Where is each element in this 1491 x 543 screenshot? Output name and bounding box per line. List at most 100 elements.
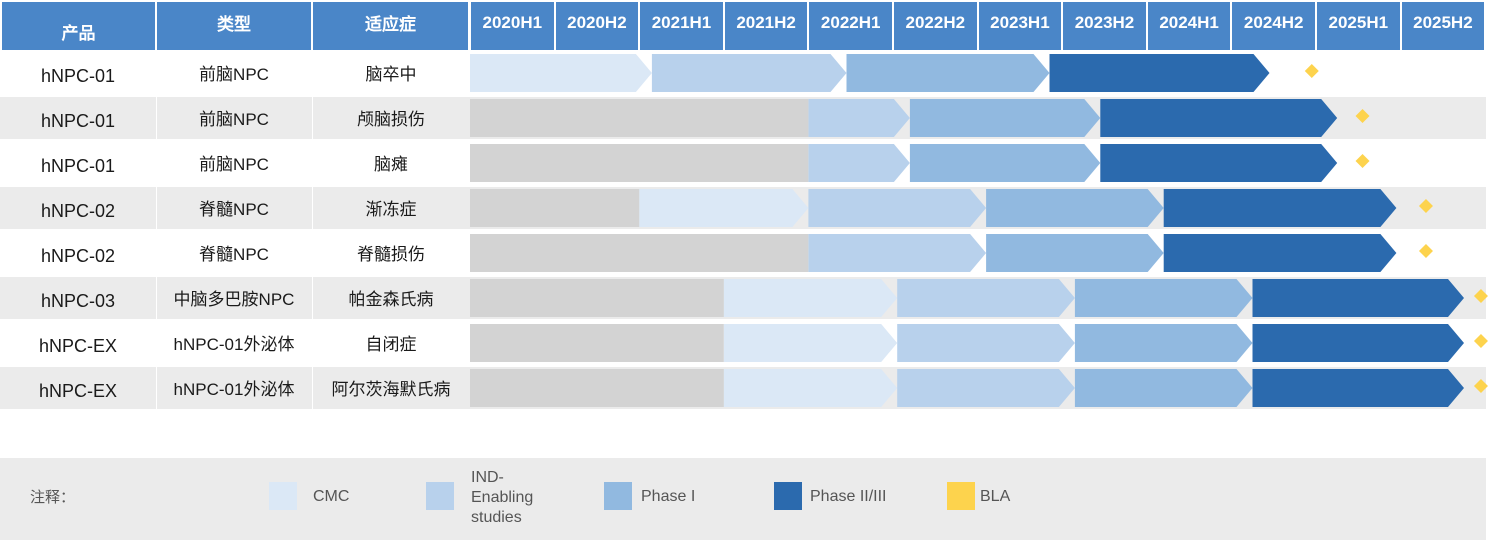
bar-P1 [1074, 279, 1253, 317]
column-separator [312, 52, 313, 97]
row-type: hNPC-01外泌体 [173, 334, 295, 354]
legend-swatch [604, 482, 632, 510]
bar-pre [470, 144, 809, 182]
row-product: hNPC-01 [40, 110, 116, 131]
column-separator [312, 277, 313, 322]
column-separator [156, 322, 157, 367]
column-separator [156, 187, 157, 232]
bar-P1 [986, 189, 1164, 227]
header-period-2020H2: 2020H2 [555, 2, 639, 50]
column-separator [156, 232, 157, 277]
bar-pre [470, 234, 809, 272]
bar-IND [897, 324, 1075, 362]
row-type: 中脑多巴胺NPC [173, 289, 295, 309]
header-period-2021H1: 2021H1 [640, 2, 723, 50]
bar-P1 [1074, 324, 1253, 362]
row-indication: 渐冻症 [365, 199, 417, 219]
bla-marker [1473, 289, 1488, 303]
row-product: hNPC-01 [40, 155, 116, 176]
row-indication: 帕金森氏病 [348, 289, 434, 309]
bar-P1 [909, 99, 1101, 137]
row-indication: 自闭症 [365, 334, 417, 354]
bla-marker [1355, 109, 1370, 123]
bar-P23 [1252, 279, 1464, 317]
column-separator [156, 52, 157, 97]
bar-P23 [1163, 189, 1397, 227]
row-indication: 脊髓损伤 [357, 244, 425, 264]
bar-IND [897, 369, 1075, 407]
bla-marker [1473, 379, 1488, 393]
legend-label: Phase I [641, 488, 696, 505]
bar-IND [808, 189, 987, 227]
column-separator [312, 232, 313, 277]
bar-pre [470, 324, 724, 362]
row-product: hNPC-02 [40, 200, 116, 221]
bar-pre [470, 279, 724, 317]
row-indication: 脑瘫 [374, 154, 408, 174]
row-type: 脊髓NPC [199, 199, 269, 219]
header-period-2023H2: 2023H2 [1063, 2, 1146, 50]
bar-CMC [639, 189, 809, 227]
bar-P1 [909, 144, 1101, 182]
row-type: 前脑NPC [199, 64, 269, 84]
bar-IND [808, 99, 910, 137]
bar-P1 [986, 234, 1164, 272]
bar-P1 [846, 54, 1050, 92]
column-separator [312, 322, 313, 367]
row-indication: 脑卒中 [365, 64, 417, 84]
legend-label: CMC [313, 488, 350, 505]
row-product: hNPC-02 [40, 245, 116, 266]
row-product: hNPC-EX [38, 380, 118, 401]
header-period-2024H2: 2024H2 [1232, 2, 1315, 50]
bar-IND [897, 279, 1075, 317]
bar-P1 [1074, 369, 1253, 407]
header-period-2024H1: 2024H1 [1147, 2, 1231, 50]
row-type: hNPC-01外泌体 [173, 379, 295, 399]
row-type: 脊髓NPC [199, 244, 269, 264]
legend-label: IND- Enabling studies [471, 469, 534, 526]
bar-P23 [1049, 54, 1270, 92]
header-indication: 适应症 [313, 2, 468, 50]
header-period-2022H2: 2022H2 [894, 2, 977, 50]
legend-swatch [426, 482, 454, 510]
column-separator [312, 367, 313, 412]
column-separator [156, 97, 157, 142]
bar-P23 [1163, 234, 1397, 272]
legend-label: BLA [980, 488, 1011, 505]
row-product: hNPC-01 [40, 65, 116, 86]
legend-label: Phase II/III [810, 488, 887, 505]
column-separator [312, 142, 313, 187]
bar-P23 [1100, 144, 1338, 182]
header-type: 类型 [157, 2, 311, 50]
header-product: 产品 [2, 2, 155, 50]
header-period-2022H1: 2022H1 [809, 2, 892, 50]
bar-CMC [723, 369, 898, 407]
legend-swatch [269, 482, 297, 510]
row-product: hNPC-EX [38, 335, 118, 356]
bar-P23 [1100, 99, 1338, 137]
row-product: hNPC-03 [40, 290, 116, 311]
column-separator [312, 187, 313, 232]
header-period-2023H1: 2023H1 [978, 2, 1062, 50]
bar-IND [808, 144, 910, 182]
bar-CMC [723, 279, 898, 317]
header-period-2021H2: 2021H2 [724, 2, 808, 50]
bar-CMC [470, 54, 652, 92]
row-indication: 阿尔茨海默氏病 [331, 379, 451, 399]
header-period-2025H1: 2025H1 [1317, 2, 1400, 50]
bar-pre [470, 189, 640, 227]
bla-marker [1418, 244, 1433, 258]
bar-CMC [723, 324, 898, 362]
bla-marker [1355, 154, 1370, 168]
column-separator [312, 97, 313, 142]
bar-IND [651, 54, 847, 92]
legend-band [0, 458, 1486, 540]
row-indication: 颅脑损伤 [357, 109, 425, 129]
legend-title: 注释： [30, 489, 76, 506]
bla-marker [1418, 199, 1433, 213]
header-period-2020H1: 2020H1 [471, 2, 554, 50]
bar-P23 [1252, 369, 1464, 407]
column-separator [156, 277, 157, 322]
